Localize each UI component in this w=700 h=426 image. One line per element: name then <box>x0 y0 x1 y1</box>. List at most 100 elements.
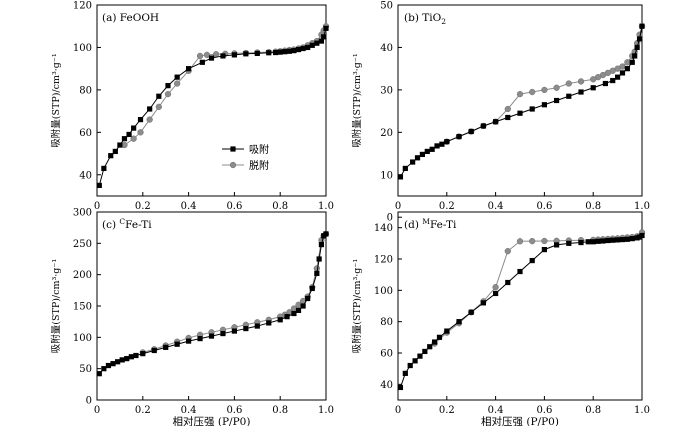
data-point <box>165 83 171 89</box>
data-point <box>541 237 548 245</box>
data-point <box>231 52 237 58</box>
y-tick-label: 40 <box>380 43 393 54</box>
data-point <box>619 236 626 243</box>
data-point <box>220 330 226 337</box>
data-point <box>504 248 511 255</box>
data-point <box>397 174 404 180</box>
y-tick-label: 0 <box>387 213 393 224</box>
series-adsorption <box>397 23 645 180</box>
data-point <box>529 257 535 264</box>
x-tick-label: 0.4 <box>488 405 504 416</box>
series-line <box>98 233 327 375</box>
plot-frame <box>397 211 643 401</box>
data-point <box>323 231 329 237</box>
y-tick-label: 20 <box>380 128 393 139</box>
data-point <box>96 182 102 188</box>
data-point <box>266 320 272 326</box>
data-point <box>231 328 237 334</box>
y-tick-label: 50 <box>79 364 92 375</box>
x-tick-label: 1.0 <box>634 405 650 416</box>
data-point <box>314 40 320 46</box>
chart-panel-3: 0 0.2 0.4 0.6 0.8 1.0 0 50 100 150 200 250 300 (c) CF… <box>50 208 334 426</box>
x-tick-label: 0.8 <box>272 405 288 416</box>
data-point <box>133 352 139 359</box>
data-point <box>624 236 630 242</box>
x-tick-label: 0.2 <box>439 201 455 212</box>
data-point <box>286 48 292 54</box>
y-tick-label: 60 <box>380 349 393 360</box>
data-point <box>529 88 536 96</box>
y-tick-label: 100 <box>73 333 92 344</box>
data-point <box>174 341 180 347</box>
data-point <box>291 310 297 317</box>
series-adsorption <box>96 25 329 188</box>
data-point <box>101 366 107 372</box>
data-point <box>220 53 226 59</box>
data-point <box>517 110 523 116</box>
x-tick-label: 1.0 <box>634 201 650 212</box>
series-line <box>446 26 643 143</box>
data-point <box>196 52 204 60</box>
data-point <box>318 241 325 248</box>
data-point <box>199 59 205 65</box>
data-point <box>174 80 181 87</box>
data-point <box>427 344 433 350</box>
x-tick-label: 0.8 <box>585 201 601 212</box>
x-tick-label: 0 <box>94 405 100 416</box>
data-point <box>493 119 499 125</box>
x-tick-label: 0.8 <box>585 405 601 416</box>
data-point <box>121 136 128 142</box>
data-point <box>419 151 425 158</box>
y-tick-label: 30 <box>380 85 393 96</box>
data-point <box>429 146 435 152</box>
data-point <box>578 239 584 246</box>
y-tick-label: 200 <box>73 270 92 281</box>
y-tick-label: 120 <box>73 1 92 12</box>
data-point <box>130 135 137 142</box>
data-point <box>602 80 608 87</box>
data-point <box>456 133 462 140</box>
chart-panel-4: 0 0.2 0.4 0.6 0.8 1.0 40 60 80 100 120 140 (d) MFe-T… <box>351 211 650 426</box>
x-tick-label: 0.4 <box>181 201 197 212</box>
series-line <box>124 25 327 146</box>
x-tick-label: 1.0 <box>318 201 334 212</box>
x-tick-label: 0.6 <box>536 405 552 416</box>
data-point <box>615 74 621 80</box>
data-point <box>105 362 112 369</box>
legend-label-adsorption: 吸附 <box>249 143 269 156</box>
y-tick-label: 100 <box>374 286 393 297</box>
data-point <box>468 128 474 135</box>
data-point <box>505 279 511 286</box>
x-tick-label: 0.2 <box>135 201 151 212</box>
data-point <box>282 49 288 55</box>
data-point <box>115 359 121 365</box>
data-point <box>305 295 311 302</box>
y-axis-label: 吸附量(STP)/cm³·g⁻¹ <box>351 53 363 148</box>
data-point <box>410 159 416 165</box>
data-point <box>137 129 144 136</box>
x-tick-label: 0.4 <box>181 405 197 416</box>
data-point <box>590 76 597 83</box>
data-point <box>174 74 180 80</box>
legend-marker-desorption <box>229 161 237 169</box>
x-tick-label: 0 <box>395 405 401 416</box>
series-adsorption <box>96 231 329 377</box>
plot-frame <box>397 4 643 197</box>
data-point <box>243 51 249 57</box>
data-point <box>634 44 640 51</box>
data-point <box>595 238 601 244</box>
x-axis-label: 相对压强 (P/P0) <box>481 415 559 426</box>
series-desorption <box>139 230 330 356</box>
data-point <box>505 114 511 121</box>
data-point <box>137 117 144 123</box>
data-point <box>164 90 172 98</box>
y-tick-label: 100 <box>73 43 92 54</box>
x-tick-label: 1.0 <box>318 405 334 416</box>
data-point <box>516 90 524 98</box>
data-point <box>117 142 123 148</box>
data-point <box>254 50 260 56</box>
x-axis-label: 相对压强 (P/P0) <box>173 415 251 426</box>
data-point <box>309 42 315 48</box>
data-point <box>155 103 162 111</box>
x-tick-label: 0 <box>395 201 401 212</box>
